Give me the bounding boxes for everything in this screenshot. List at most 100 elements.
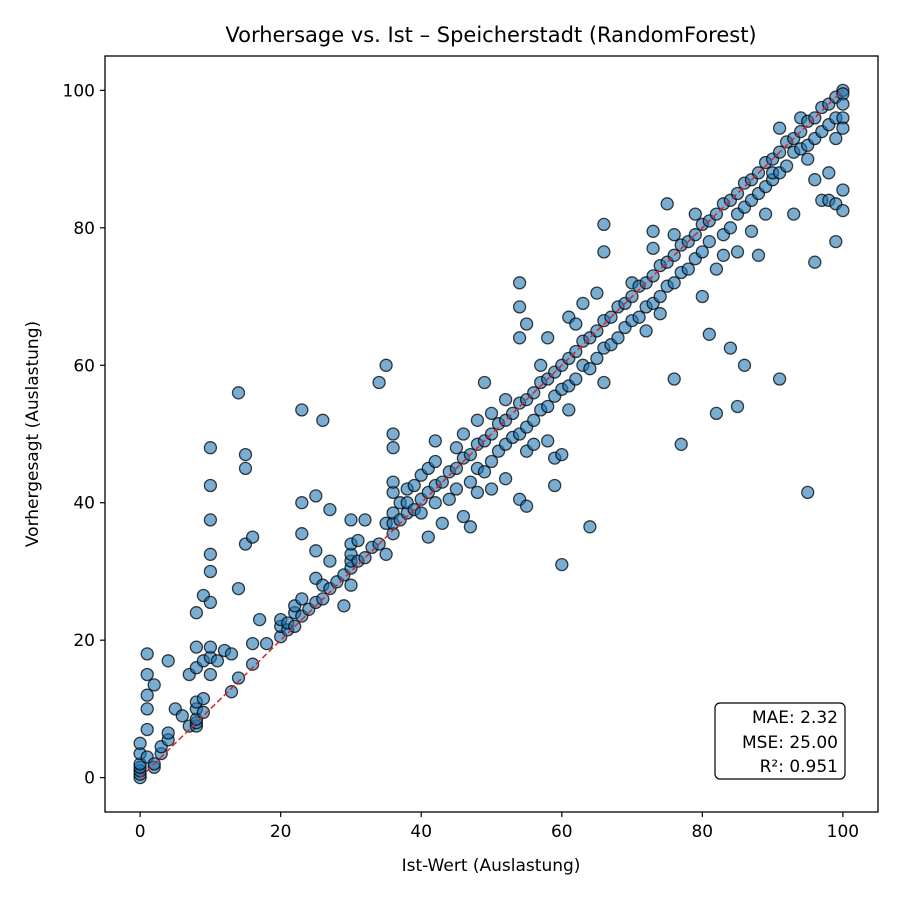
data-point — [161, 654, 175, 668]
data-point — [737, 358, 752, 372]
data-point — [337, 599, 351, 613]
data-point — [519, 317, 534, 331]
data-point — [808, 255, 822, 269]
data-point — [836, 183, 850, 197]
data-point — [646, 224, 660, 238]
data-point — [203, 564, 218, 579]
data-point — [428, 454, 442, 469]
data-point — [344, 578, 358, 592]
data-point — [323, 554, 337, 568]
data-point — [252, 612, 267, 627]
data-point — [597, 375, 611, 390]
data-point — [295, 592, 309, 606]
data-point — [323, 502, 337, 517]
data-point — [351, 533, 365, 548]
data-point — [428, 434, 442, 448]
stats-r2: R²: 0.951 — [760, 757, 838, 777]
data-point — [456, 509, 471, 524]
stats-mae: MAE: 2.32 — [752, 708, 838, 728]
data-point — [295, 527, 309, 541]
data-point — [512, 331, 527, 345]
data-point — [245, 530, 260, 544]
x-tick-label: 100 — [827, 822, 859, 842]
y-axis: 0 20 40 60 80 100 — [63, 81, 105, 789]
y-tick-label: 100 — [63, 81, 95, 101]
data-point — [477, 375, 492, 390]
data-point — [245, 657, 260, 671]
data-point — [203, 547, 218, 561]
data-point — [140, 722, 154, 737]
data-point — [238, 461, 253, 476]
data-point — [449, 441, 464, 455]
plot-frame — [104, 55, 879, 813]
data-point — [632, 310, 646, 324]
data-point — [231, 671, 246, 685]
stats-box-frame — [714, 702, 846, 780]
data-point — [224, 685, 239, 699]
data-point — [569, 372, 583, 386]
data-point — [702, 234, 716, 249]
data-point — [527, 413, 541, 427]
data-point — [456, 427, 471, 441]
data-point — [316, 413, 330, 427]
data-point — [203, 640, 218, 654]
x-tick-label: 20 — [270, 822, 292, 842]
data-point — [203, 478, 218, 493]
data-point — [140, 702, 154, 716]
data-point — [344, 513, 358, 527]
data-point — [639, 324, 653, 338]
data-point — [597, 245, 611, 259]
data-point — [484, 454, 499, 469]
data-point — [597, 217, 611, 232]
data-point — [140, 688, 154, 702]
data-point — [667, 372, 681, 386]
y-axis-label: Vorhergesagt (Auslastung) — [23, 321, 43, 547]
data-point — [709, 262, 724, 276]
data-point — [541, 399, 555, 414]
data-point — [358, 513, 372, 527]
data-point — [372, 375, 386, 390]
data-point — [681, 262, 695, 276]
y-tick-label: 20 — [73, 631, 95, 651]
data-point — [295, 496, 309, 510]
data-point — [829, 131, 843, 146]
data-point — [695, 245, 709, 259]
data-point — [203, 513, 218, 527]
data-point — [196, 705, 211, 719]
data-point — [541, 331, 555, 345]
data-point — [512, 300, 527, 314]
data-point — [660, 197, 674, 211]
data-point — [379, 358, 393, 372]
x-axis: 0 20 40 60 80 100 — [135, 812, 859, 842]
reference-line — [139, 89, 844, 779]
data-point — [653, 289, 667, 304]
data-point — [688, 207, 702, 221]
data-point — [140, 667, 154, 682]
data-point — [709, 406, 724, 421]
data-point — [161, 726, 175, 740]
data-point — [140, 647, 154, 661]
data-point — [133, 736, 147, 750]
data-point — [379, 547, 393, 561]
data-point — [583, 362, 597, 376]
stats-mse: MSE: 25.00 — [742, 733, 838, 753]
data-point — [309, 544, 323, 558]
data-point — [772, 121, 787, 135]
data-point — [751, 248, 766, 262]
data-point — [836, 97, 850, 111]
data-point — [295, 403, 309, 417]
data-point — [716, 248, 731, 262]
data-point — [463, 520, 478, 534]
data-point — [386, 441, 400, 455]
data-point — [203, 441, 218, 455]
data-point — [449, 482, 464, 496]
data-point — [189, 640, 204, 654]
data-point — [414, 506, 428, 520]
data-point — [836, 121, 850, 135]
data-point — [245, 636, 260, 651]
data-point — [210, 654, 225, 668]
data-point — [203, 595, 218, 610]
data-point — [175, 709, 189, 723]
data-point — [787, 207, 801, 221]
data-point — [822, 166, 836, 180]
